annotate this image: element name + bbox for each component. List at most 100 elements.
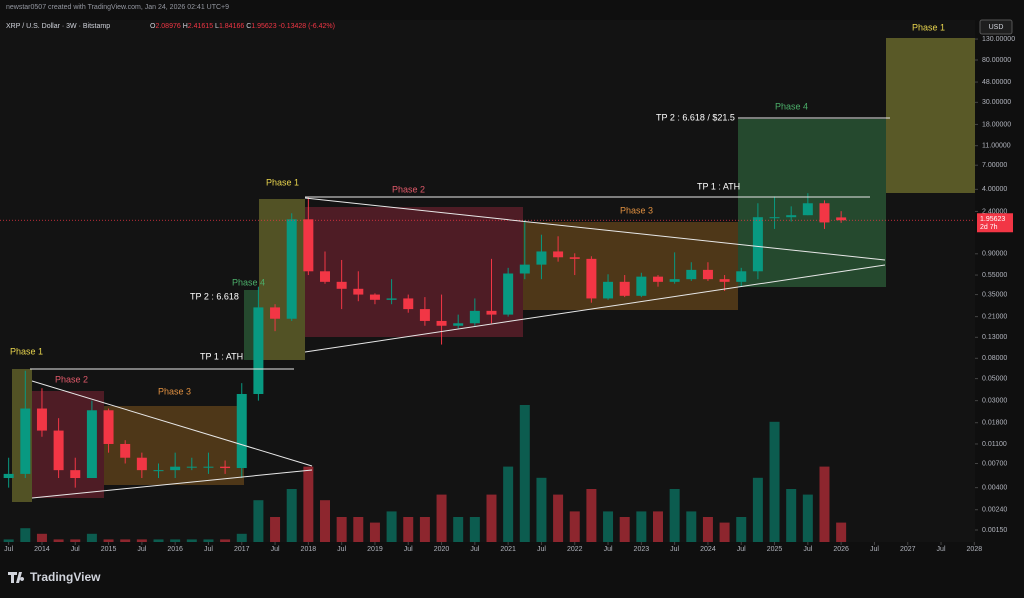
credit: newstar0507 created with TradingView.com… <box>6 4 229 11</box>
volume-bar <box>453 517 464 542</box>
candle-body <box>403 298 414 310</box>
candle-body <box>752 217 763 272</box>
volume-bar <box>286 489 297 542</box>
volume-bar <box>553 494 564 542</box>
candle-body <box>536 251 547 265</box>
x-tick-label: 2017 <box>234 546 250 553</box>
low-value: 1.84166 <box>219 23 244 30</box>
trendline <box>31 469 313 499</box>
annotation: TP 2 : 6.618 / $21.5 <box>656 112 735 122</box>
countdown: 2d 7h <box>980 224 998 231</box>
y-tick-label: 0.90000 <box>982 251 1007 258</box>
volume-bar <box>36 533 47 542</box>
candle-body <box>619 281 630 296</box>
y-tick-label: 11.00000 <box>982 143 1011 150</box>
volume-bar <box>503 466 514 542</box>
brand-logo <box>8 572 25 583</box>
candle-body <box>303 219 314 272</box>
volume-bar <box>353 517 364 542</box>
high-value: 2.41615 <box>188 23 213 30</box>
candle-body <box>686 269 697 280</box>
candle-body <box>153 470 164 472</box>
x-tick-label: Jul <box>870 546 879 553</box>
y-tick-label: 0.13000 <box>982 334 1007 341</box>
currency[interactable]: USD <box>989 24 1004 31</box>
x-tick-label: Jul <box>737 546 746 553</box>
annotation: Phase 3 <box>620 205 653 215</box>
annotation: Phase 2 <box>392 184 425 194</box>
y-tick-label: 18.00000 <box>982 121 1011 128</box>
annotation: Phase 1 <box>266 177 299 187</box>
candle-body <box>120 443 131 458</box>
volume-bar <box>619 517 630 542</box>
trendline <box>31 380 313 467</box>
y-tick-label: 0.01800 <box>982 420 1007 427</box>
candle-body <box>103 410 114 444</box>
x-tick-label: 2019 <box>367 546 383 553</box>
drawings <box>30 117 890 499</box>
annotation: Phase 3 <box>158 386 191 396</box>
candle-body <box>386 298 397 300</box>
x-tick-label: Jul <box>404 546 413 553</box>
volume-bar <box>86 533 97 542</box>
volume-bar <box>786 489 797 542</box>
candle-body <box>769 217 780 219</box>
volume-bar <box>519 405 530 542</box>
volume-bar <box>103 539 114 542</box>
annotation: Phase 1 <box>10 346 43 356</box>
volume-bar <box>20 528 31 542</box>
volume-bar <box>836 522 847 542</box>
volume-bar <box>652 511 663 542</box>
volume-bar <box>603 511 614 542</box>
volume-bar <box>419 517 430 542</box>
volume-bar <box>819 466 830 542</box>
x-tick-label: 2026 <box>833 546 849 553</box>
volume-bar <box>752 477 763 542</box>
ohlc-prefix: H <box>183 23 188 30</box>
y-tick-label: 4.00000 <box>982 186 1007 193</box>
annotation: TP 1 : ATH <box>697 181 740 191</box>
ohlc-prefix: L <box>215 23 219 30</box>
x-tick-label: 2028 <box>967 546 983 553</box>
candle-body <box>719 279 730 282</box>
volume-bar <box>186 539 197 542</box>
footer: TradingView <box>8 570 101 584</box>
x-tick-label: 2020 <box>434 546 450 553</box>
y-tick-label: 0.05000 <box>982 375 1007 382</box>
x-tick-label: Jul <box>71 546 80 553</box>
candle-body <box>3 473 14 479</box>
volume-bar <box>170 539 181 542</box>
annotation: Phase 4 <box>232 277 265 287</box>
price-series <box>0 193 975 542</box>
candle-body <box>353 288 364 295</box>
candle-body <box>802 203 813 216</box>
y-tick-label: 30.00000 <box>982 99 1011 106</box>
phase-boxes <box>12 38 975 502</box>
volume-bar <box>569 511 580 542</box>
open-value: 2.08976 <box>155 23 180 30</box>
y-tick-label: 0.00240 <box>982 507 1007 514</box>
candle-body <box>336 281 347 289</box>
candle-body <box>170 466 181 471</box>
change-percent: (-6.42%) <box>308 23 335 30</box>
currency-button[interactable] <box>979 19 1013 35</box>
candle-body <box>469 310 480 324</box>
change-value: -0.13428 <box>279 23 307 30</box>
volume-bar <box>736 517 747 542</box>
candle-body <box>286 219 297 319</box>
close-value: 1.95623 <box>251 23 276 30</box>
x-tick-label: 2023 <box>634 546 650 553</box>
y-tick-label: 0.00150 <box>982 527 1007 534</box>
volume-bar <box>586 489 597 542</box>
volume-bar <box>3 539 14 542</box>
candle-body <box>702 269 713 280</box>
volume-bar <box>486 494 497 542</box>
volume-bar <box>53 539 64 542</box>
candle-body <box>203 466 214 468</box>
volume-bar <box>702 517 713 542</box>
candle-body <box>186 466 197 468</box>
y-tick-label: 80.00000 <box>982 57 1011 64</box>
candle-body <box>603 281 614 299</box>
volume-bar <box>769 421 780 542</box>
ohlc-readout: O2.08976 H2.41615 L1.84166 C1.95623 -0.1… <box>150 23 335 30</box>
